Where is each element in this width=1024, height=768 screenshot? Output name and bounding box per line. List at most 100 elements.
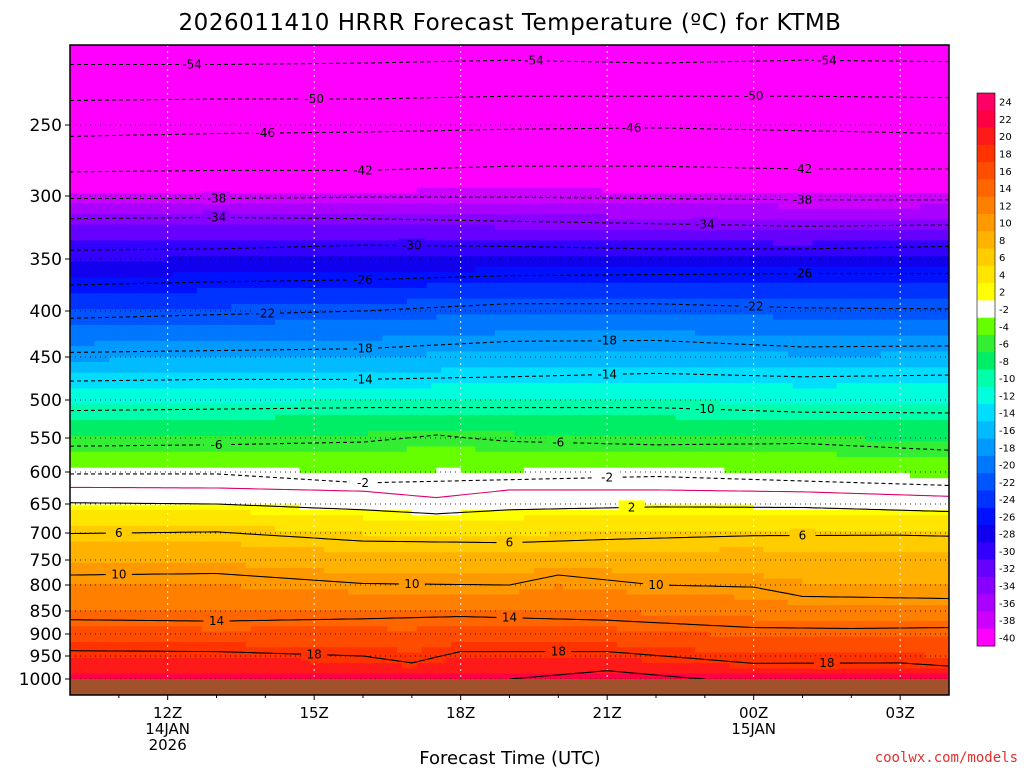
fill-cell (124, 373, 130, 379)
fill-cell (119, 468, 125, 474)
fill-cell (148, 182, 154, 188)
fill-cell (134, 214, 140, 220)
fill-cell (158, 225, 164, 231)
fill-cell (138, 399, 144, 405)
fill-cell (158, 647, 164, 653)
fill-cell (138, 172, 144, 178)
fill-cell (90, 278, 96, 284)
fill-cell (75, 209, 81, 215)
fill-cell (104, 204, 110, 210)
fill-cell (153, 367, 159, 373)
fill-cell (80, 447, 86, 453)
fill-cell (94, 579, 100, 585)
fill-cell (124, 605, 130, 611)
fill-cell (153, 568, 159, 574)
fill-cell (153, 415, 159, 421)
fill-cell (70, 367, 76, 373)
fill-cell (134, 462, 140, 468)
fill-cell (134, 420, 140, 426)
fill-cell (148, 468, 154, 474)
fill-cell (99, 93, 105, 99)
fill-cell (134, 262, 140, 268)
fill-cell (104, 77, 110, 83)
fill-cell (109, 182, 115, 188)
fill-cell (119, 77, 125, 83)
fill-cell (134, 161, 140, 167)
fill-cell (138, 357, 144, 363)
fill-cell (99, 457, 105, 463)
fill-cell (109, 420, 115, 426)
fill-cell (99, 235, 105, 241)
fill-cell (80, 346, 86, 352)
fill-cell (75, 336, 81, 342)
fill-cell (153, 600, 159, 606)
fill-cell (119, 204, 125, 210)
fill-cell (129, 547, 135, 553)
fill-cell (158, 579, 164, 585)
fill-cell (124, 552, 130, 558)
fill-cell (153, 478, 159, 484)
fill-cell (124, 610, 130, 616)
fill-cell (119, 499, 125, 505)
fill-cell (138, 87, 144, 93)
fill-cell (129, 204, 135, 210)
fill-cell (138, 505, 144, 511)
fill-cell (124, 394, 130, 400)
fill-cell (109, 515, 115, 521)
fill-cell (129, 325, 135, 331)
fill-cell (148, 156, 154, 162)
fill-cell (158, 325, 164, 331)
fill-cell (99, 536, 105, 542)
fill-cell (138, 600, 144, 606)
fill-cell (99, 420, 105, 426)
fill-cell (163, 510, 169, 516)
fill-cell (99, 87, 105, 93)
fill-cell (124, 225, 130, 231)
fill-cell (80, 108, 86, 114)
fill-cell (124, 431, 130, 437)
fill-cell (109, 214, 115, 220)
fill-cell (70, 595, 76, 601)
fill-cell (109, 288, 115, 294)
fill-cell (153, 362, 159, 368)
fill-cell (104, 357, 110, 363)
fill-cell (153, 151, 159, 157)
fill-cell (80, 468, 86, 474)
fill-cell (109, 267, 115, 273)
fill-cell (70, 341, 76, 347)
fill-cell (158, 526, 164, 532)
fill-cell (75, 536, 81, 542)
fill-cell (134, 124, 140, 130)
fill-cell (109, 589, 115, 595)
fill-cell (109, 388, 115, 394)
fill-cell (80, 161, 86, 167)
fill-cell (94, 151, 100, 157)
fill-cell (104, 161, 110, 167)
fill-cell (148, 462, 154, 468)
fill-cell (94, 251, 100, 257)
fill-cell (158, 563, 164, 569)
fill-cell (70, 626, 76, 632)
fill-cell (90, 526, 96, 532)
fill-cell (153, 431, 159, 437)
fill-cell (75, 489, 81, 495)
fill-cell (134, 632, 140, 638)
fill-cell (124, 367, 130, 373)
fill-cell (124, 114, 130, 120)
fill-cell (75, 642, 81, 648)
fill-cell (80, 383, 86, 389)
fill-cell (124, 50, 130, 56)
fill-cell (148, 108, 154, 114)
fill-cell (75, 415, 81, 421)
fill-cell (124, 145, 130, 151)
fill-cell (153, 336, 159, 342)
fill-cell (70, 188, 76, 194)
fill-cell (80, 531, 86, 537)
fill-cell (158, 420, 164, 426)
fill-cell (119, 45, 125, 51)
fill-cell (104, 336, 110, 342)
fill-cell (168, 225, 174, 231)
fill-cell (138, 425, 144, 431)
fill-cell (129, 415, 135, 421)
fill-cell (148, 668, 154, 674)
